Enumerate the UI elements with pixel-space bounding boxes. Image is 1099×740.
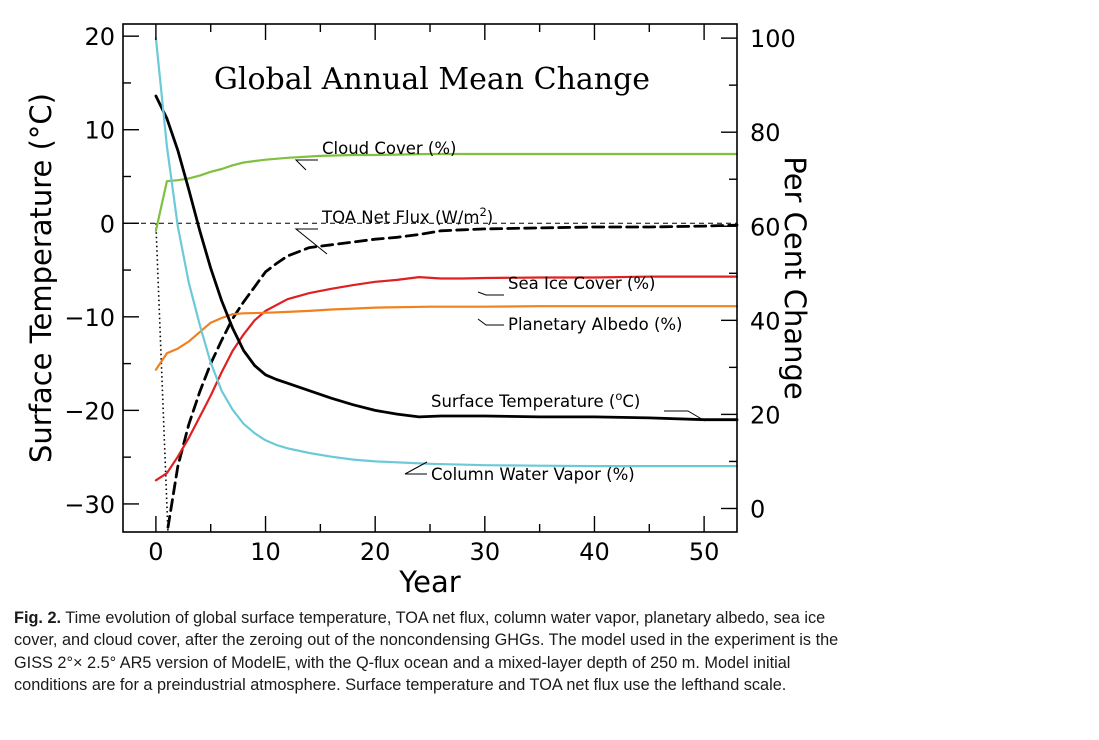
annotation-sup: o xyxy=(615,389,622,403)
series-line-5 xyxy=(154,36,739,468)
series-line-4 xyxy=(154,94,739,422)
annotation-leader-0 xyxy=(294,159,318,171)
annotation-suffix: ) xyxy=(487,208,493,227)
annotation-suffix: C) xyxy=(622,392,640,411)
series-line-3 xyxy=(154,305,739,371)
y-left-tick-label: −10 xyxy=(64,304,115,332)
x-tick-label: 50 xyxy=(689,538,720,566)
y-left-tick-label: 0 xyxy=(100,210,115,238)
initial-drop-line xyxy=(155,223,169,533)
chart: Global Annual Mean Change Year Surface T… xyxy=(24,23,812,599)
y-right-tick-label: 0 xyxy=(750,495,765,523)
annotation-leader-4 xyxy=(664,410,706,422)
y-left-tick-label: 10 xyxy=(84,117,115,145)
series-annotation-4: Surface Temperature (oC) xyxy=(431,389,640,411)
x-tick-label: 0 xyxy=(148,538,163,566)
annotation-leader-2 xyxy=(477,291,504,296)
chart-title: Global Annual Mean Change xyxy=(214,62,650,97)
annotation-text: Planetary Albedo (%) xyxy=(508,315,683,334)
annotation-sup: 2 xyxy=(479,205,486,219)
series-annotation-3: Planetary Albedo (%) xyxy=(508,315,683,334)
y-right-tick-label: 80 xyxy=(750,119,781,147)
series-annotation-5: Column Water Vapor (%) xyxy=(431,465,635,484)
caption-label: Fig. 2. xyxy=(14,609,62,627)
y-left-tick-label: 20 xyxy=(84,23,115,51)
annotation-text: Sea Ice Cover (%) xyxy=(508,274,655,293)
y-right-tick-label: 20 xyxy=(750,401,781,429)
annotation-leader-5 xyxy=(404,461,428,475)
y-right-tick-label: 100 xyxy=(750,25,796,53)
series-line-2 xyxy=(154,275,739,482)
y-left-tick-label: −20 xyxy=(64,397,115,425)
y-axis-left-label: Surface Temperature (°C) xyxy=(24,93,58,463)
annotation-text: Cloud Cover (%) xyxy=(322,139,457,158)
annotation-leader-1 xyxy=(294,228,328,255)
annotation-text: TOA Net Flux (W/m xyxy=(321,208,479,227)
annotation-leader-3 xyxy=(477,318,504,326)
x-tick-label: 30 xyxy=(470,538,501,566)
series-line-0 xyxy=(154,152,739,232)
y-axis-right-label: Per Cent Change xyxy=(778,156,812,400)
series-annotation-0: Cloud Cover (%) xyxy=(322,139,457,158)
y-right-tick-label: 60 xyxy=(750,213,781,241)
y-left-tick-label: −30 xyxy=(64,491,115,519)
x-axis-label: Year xyxy=(398,565,460,599)
x-tick-label: 20 xyxy=(360,538,391,566)
series-annotation-1: TOA Net Flux (W/m2) xyxy=(321,205,493,227)
caption-text: Time evolution of global surface tempera… xyxy=(14,609,839,695)
x-tick-label: 40 xyxy=(579,538,610,566)
annotation-text: Surface Temperature ( xyxy=(431,392,615,411)
y-right-tick-label: 40 xyxy=(750,307,781,335)
figure-caption: Fig. 2. Time evolution of global surface… xyxy=(14,607,844,697)
x-tick-label: 10 xyxy=(250,538,281,566)
series-annotation-2: Sea Ice Cover (%) xyxy=(508,274,655,293)
annotation-text: Column Water Vapor (%) xyxy=(431,465,635,484)
series-line-1 xyxy=(166,223,739,529)
